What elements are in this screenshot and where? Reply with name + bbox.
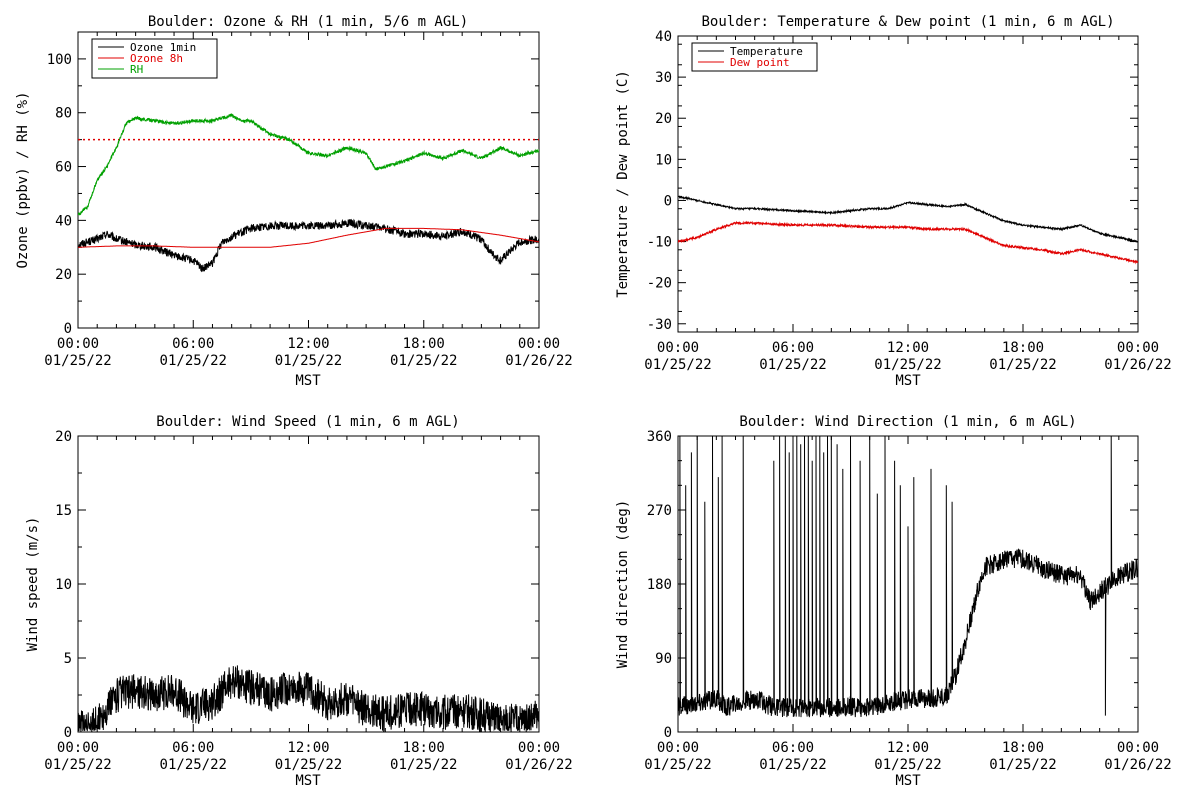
x-axis-label: MST xyxy=(895,373,921,389)
y-tick-label: 360 xyxy=(647,429,672,445)
legend-label: Temperature xyxy=(730,45,803,58)
y-tick-label: 0 xyxy=(664,725,672,741)
x-tick-date: 01/25/22 xyxy=(160,757,227,773)
x-tick-date: 01/26/22 xyxy=(505,757,572,773)
x-tick-date: 01/25/22 xyxy=(644,757,711,773)
x-axis-label: MST xyxy=(895,773,921,789)
x-tick-label: 06:00 xyxy=(772,740,814,756)
x-tick-date: 01/25/22 xyxy=(275,353,342,369)
x-tick-date: 01/25/22 xyxy=(989,757,1056,773)
chart-title: Boulder: Ozone & RH (1 min, 5/6 m AGL) xyxy=(148,14,468,30)
x-tick-date: 01/26/22 xyxy=(1104,757,1171,773)
series-line xyxy=(678,436,1138,718)
wind-speed-panel: Boulder: Wind Speed (1 min, 6 m AGL) Win… xyxy=(25,414,573,789)
y-tick-label: 60 xyxy=(55,160,72,176)
y-tick-label: 40 xyxy=(655,29,672,45)
x-tick-label: 00:00 xyxy=(657,340,699,356)
x-tick-label: 18:00 xyxy=(1002,740,1044,756)
plot-frame xyxy=(677,35,1139,333)
y-tick-label: 80 xyxy=(55,106,72,122)
x-tick-date: 01/26/22 xyxy=(1104,357,1171,373)
x-tick-date: 01/25/22 xyxy=(44,353,111,369)
y-axis-label: Wind direction (deg) xyxy=(615,500,631,669)
chart-title: Boulder: Temperature & Dew point (1 min,… xyxy=(701,14,1114,30)
y-tick-label: 40 xyxy=(55,213,72,229)
x-tick-label: 12:00 xyxy=(287,740,329,756)
x-tick-date: 01/25/22 xyxy=(759,757,826,773)
legend-label: RH xyxy=(130,63,143,76)
legend-label: Ozone 1min xyxy=(130,41,196,54)
x-tick-date: 01/25/22 xyxy=(989,357,1056,373)
legend-box xyxy=(691,42,818,72)
y-tick-label: 0 xyxy=(664,193,672,209)
temp-dew-panel: Boulder: Temperature & Dew point (1 min,… xyxy=(615,14,1172,389)
x-tick-label: 06:00 xyxy=(172,740,214,756)
y-tick-label: 10 xyxy=(655,152,672,168)
y-tick-label: 20 xyxy=(655,111,672,127)
x-axis-label: MST xyxy=(295,773,321,789)
x-tick-date: 01/25/22 xyxy=(390,353,457,369)
x-tick-date: 01/26/22 xyxy=(505,353,572,369)
series-line xyxy=(78,665,539,732)
series-line xyxy=(78,218,539,273)
wind-dir-panel: Boulder: Wind Direction (1 min, 6 m AGL)… xyxy=(615,414,1172,789)
x-tick-label: 12:00 xyxy=(887,740,929,756)
y-tick-label: 180 xyxy=(647,577,672,593)
y-tick-label: 5 xyxy=(64,651,72,667)
x-tick-label: 18:00 xyxy=(1002,340,1044,356)
x-tick-date: 01/25/22 xyxy=(874,357,941,373)
legend-label: Dew point xyxy=(730,56,790,69)
y-tick-label: 0 xyxy=(64,725,72,741)
y-tick-label: 20 xyxy=(55,429,72,445)
y-tick-label: 90 xyxy=(655,651,672,667)
ozone-rh-panel: Boulder: Ozone & RH (1 min, 5/6 m AGL) O… xyxy=(15,14,573,389)
x-tick-date: 01/25/22 xyxy=(874,757,941,773)
x-tick-label: 00:00 xyxy=(57,740,99,756)
x-tick-label: 00:00 xyxy=(657,740,699,756)
x-tick-date: 01/25/22 xyxy=(160,353,227,369)
x-tick-date: 01/25/22 xyxy=(390,757,457,773)
y-tick-label: 0 xyxy=(64,321,72,337)
x-axis-label: MST xyxy=(295,373,321,389)
x-tick-label: 18:00 xyxy=(403,740,445,756)
x-tick-label: 12:00 xyxy=(287,336,329,352)
series-line xyxy=(678,195,1138,243)
x-tick-label: 00:00 xyxy=(1117,740,1159,756)
y-tick-label: 20 xyxy=(55,267,72,283)
series-line xyxy=(678,220,1138,265)
x-tick-date: 01/25/22 xyxy=(44,757,111,773)
chart-title: Boulder: Wind Speed (1 min, 6 m AGL) xyxy=(156,414,459,430)
y-tick-label: -10 xyxy=(647,235,672,251)
y-tick-label: 100 xyxy=(47,52,72,68)
legend-label: Ozone 8h xyxy=(130,52,183,65)
x-tick-label: 00:00 xyxy=(518,740,560,756)
y-tick-label: 270 xyxy=(647,503,672,519)
y-tick-label: -30 xyxy=(647,317,672,333)
y-tick-label: 15 xyxy=(55,503,72,519)
y-axis-label: Wind speed (m/s) xyxy=(25,517,41,652)
x-tick-date: 01/25/22 xyxy=(275,757,342,773)
y-tick-label: 30 xyxy=(655,70,672,86)
chart-title: Boulder: Wind Direction (1 min, 6 m AGL) xyxy=(739,414,1076,430)
y-tick-label: 10 xyxy=(55,577,72,593)
x-tick-label: 12:00 xyxy=(887,340,929,356)
x-tick-label: 00:00 xyxy=(1117,340,1159,356)
x-tick-label: 18:00 xyxy=(403,336,445,352)
x-tick-label: 06:00 xyxy=(172,336,214,352)
x-tick-date: 01/25/22 xyxy=(759,357,826,373)
series-line xyxy=(78,227,539,248)
y-axis-label: Temperature / Dew point (C) xyxy=(615,70,631,298)
y-tick-label: -20 xyxy=(647,276,672,292)
x-tick-label: 00:00 xyxy=(518,336,560,352)
x-tick-date: 01/25/22 xyxy=(644,357,711,373)
x-tick-label: 06:00 xyxy=(772,340,814,356)
series-line xyxy=(78,112,539,216)
x-tick-label: 00:00 xyxy=(57,336,99,352)
y-axis-label: Ozone (ppbv) / RH (%) xyxy=(15,91,31,268)
